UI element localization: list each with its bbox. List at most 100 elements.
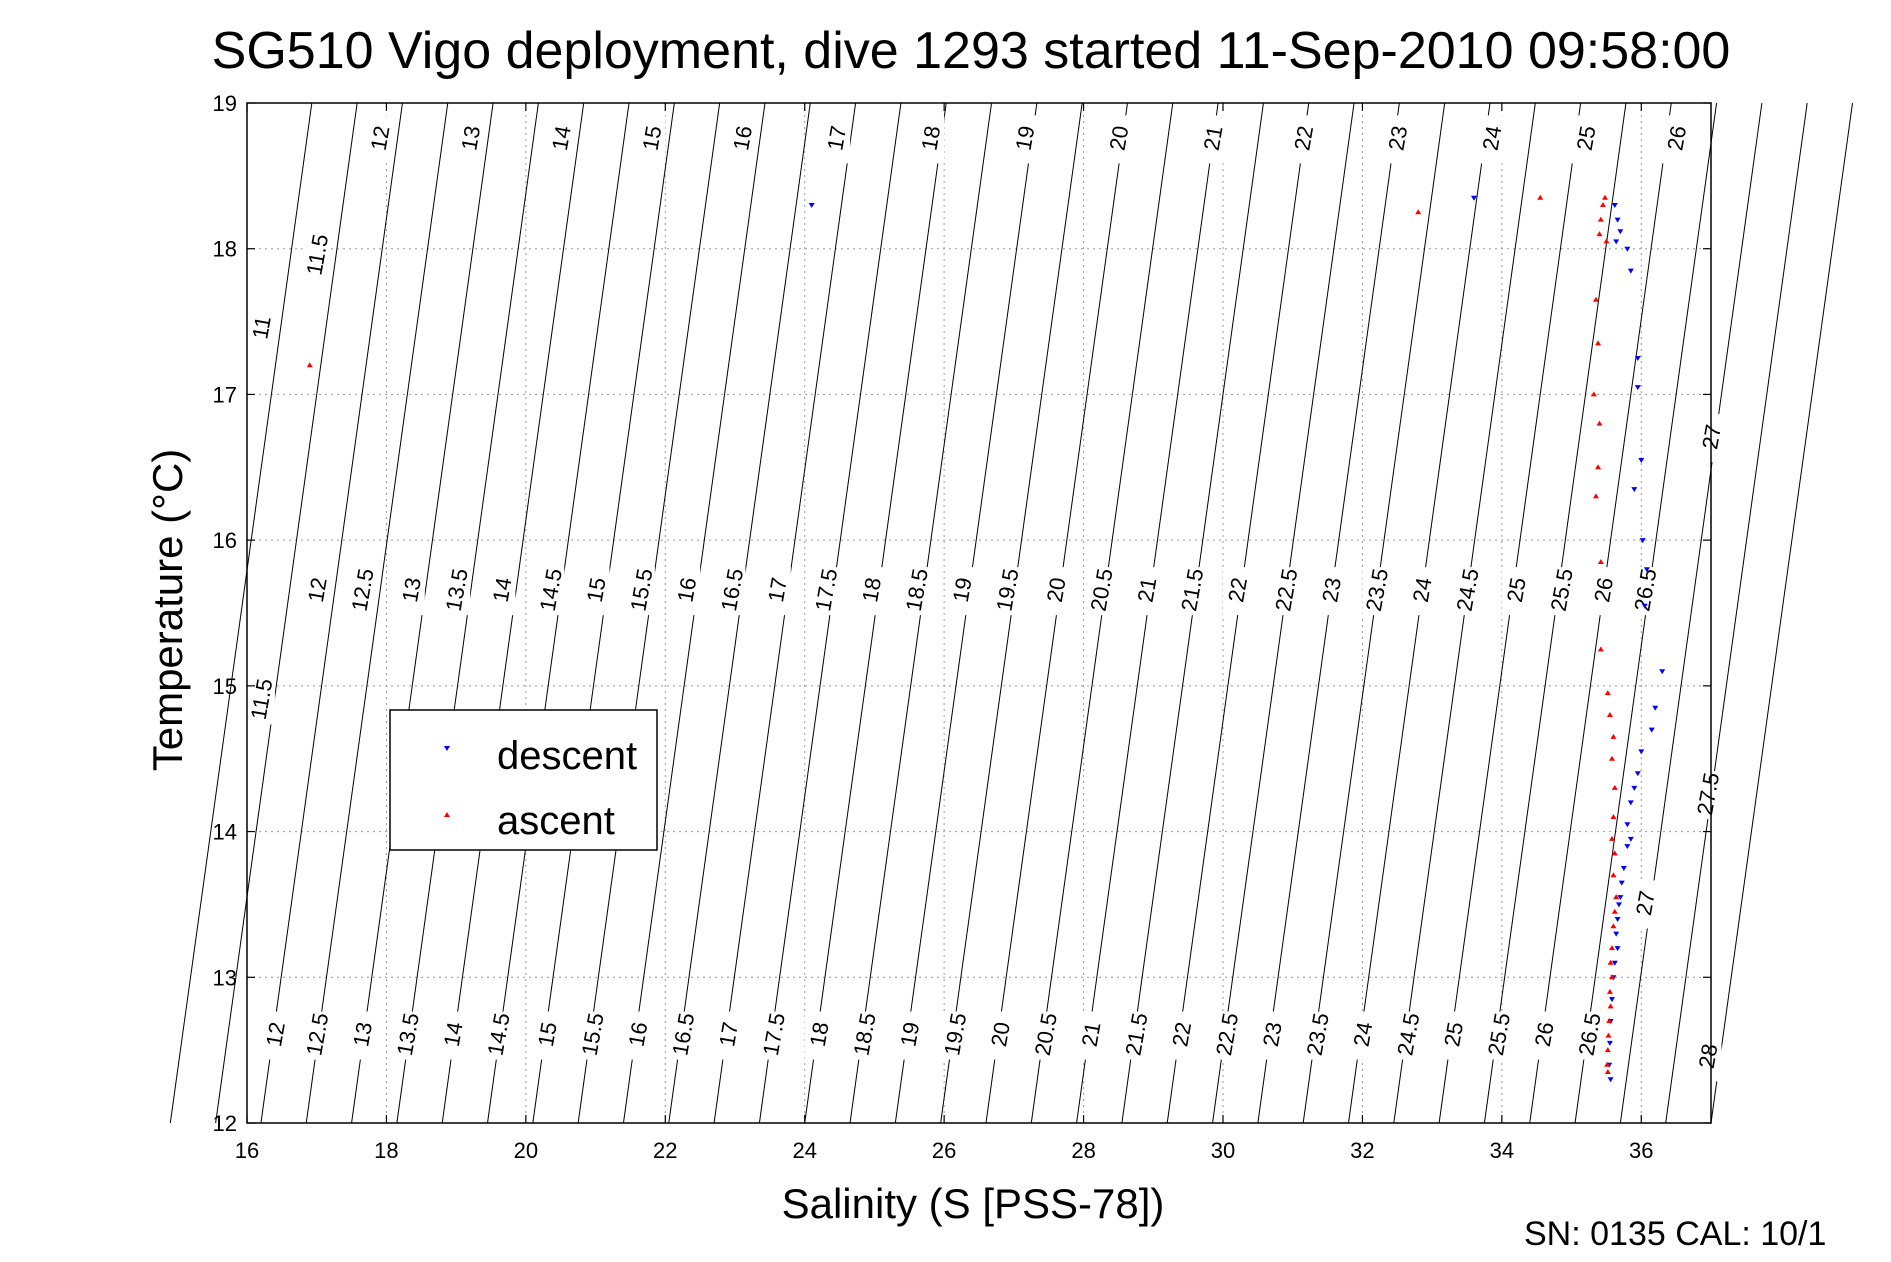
density-contour-label: 14 [547, 124, 576, 152]
y-axis-label: Temperature (°C) [144, 449, 191, 772]
contour-label-bg [811, 567, 840, 616]
point-descent [1606, 1040, 1613, 1046]
y-tick-label: 15 [213, 674, 237, 699]
contour-label-bg [1132, 567, 1161, 616]
contour-label-bg [895, 1011, 924, 1060]
point-ascent [1611, 850, 1618, 856]
contour-label-bg [1484, 1011, 1513, 1060]
contour-label-bg [487, 567, 516, 616]
point-ascent [1595, 464, 1602, 470]
contour-label-bg [1271, 567, 1300, 616]
density-contour-label: 20 [1105, 124, 1134, 152]
density-contour-label: 24 [1478, 124, 1507, 152]
contour-label-bg [302, 1011, 331, 1060]
contour-label-bg [396, 567, 425, 616]
density-contour-label: 15 [533, 1020, 562, 1048]
contour-label-bg [1348, 1011, 1377, 1060]
point-descent [1641, 603, 1648, 609]
contour-label-bg [1529, 1011, 1558, 1060]
point-ascent [1606, 988, 1613, 994]
density-contour [215, 102, 358, 1124]
density-contour-label: 19 [948, 576, 977, 604]
contour-label-bg [260, 1011, 289, 1060]
point-descent [1611, 203, 1618, 208]
y-tick-label: 17 [213, 382, 237, 407]
point-ascent [1597, 559, 1604, 564]
density-contour-label: 18 [857, 576, 886, 604]
contour-label-bg [1393, 1011, 1422, 1060]
point-descent [1648, 727, 1655, 733]
contour-label-bg [1383, 115, 1412, 164]
contour-label-bg [536, 567, 565, 616]
density-contour-label: 16 [624, 1020, 653, 1048]
legend-label-descent: descent [497, 734, 637, 778]
density-contour-label: 16 [672, 576, 701, 604]
density-contour-label: 22 [1167, 1020, 1196, 1048]
contour-label-bg [668, 1011, 697, 1060]
point-descent [1617, 895, 1624, 901]
density-contour-label: 28 [1694, 1042, 1723, 1070]
density-contour-label: 17 [763, 576, 792, 604]
contour-label-bg [456, 115, 485, 164]
contour-label-bg [1630, 880, 1659, 929]
density-contour-label: 22 [1289, 124, 1318, 152]
density-contour-label: 19 [1010, 124, 1039, 152]
x-tick-label: 28 [1071, 1138, 1095, 1163]
point-descent [1631, 487, 1638, 493]
point-ascent [1537, 194, 1544, 200]
point-ascent [1595, 340, 1602, 346]
contour-label-bg [1257, 1011, 1286, 1060]
point-ascent [1605, 1032, 1612, 1038]
density-contour-label: 13 [456, 124, 485, 152]
point-ascent [1592, 296, 1599, 302]
point-ascent [1597, 216, 1604, 222]
plot-area [246, 102, 1712, 1124]
point-ascent [1609, 835, 1616, 841]
density-contour-label: 13 [397, 576, 426, 604]
density-contour [1710, 102, 1854, 1124]
contour-label-bg [626, 567, 655, 616]
density-contour-label: 27 [1631, 889, 1660, 917]
density-contour-label: 24 [1408, 576, 1437, 604]
density-contour-label: 21 [1132, 576, 1161, 604]
contour-label-bg [438, 1011, 467, 1060]
contour-label-bg [532, 1011, 561, 1060]
density-contour-label: 15 [638, 124, 667, 152]
y-tick-label: 12 [213, 1111, 237, 1136]
point-descent [1627, 836, 1634, 842]
contour-label-bg [1547, 567, 1576, 616]
point-descent [1627, 268, 1634, 274]
density-contour-label: 11 [247, 314, 276, 341]
density-contour-label: 26 [1530, 1020, 1559, 1048]
point-ascent [1606, 1018, 1613, 1023]
x-tick-label: 30 [1211, 1138, 1235, 1163]
point-descent [1614, 946, 1621, 952]
contour-label-bg [348, 1011, 377, 1060]
legend-box [389, 709, 658, 851]
point-ascent [1604, 1047, 1611, 1053]
point-descent [1634, 385, 1641, 391]
density-contour-label: 21 [1199, 124, 1228, 152]
density-contour-label: 16 [728, 124, 757, 152]
point-descent [1615, 902, 1622, 908]
density-contour-label: 14 [439, 1020, 468, 1048]
point-ascent [1606, 712, 1613, 717]
data-points [306, 194, 1666, 1083]
density-contour-label: 19 [895, 1020, 924, 1048]
point-descent [1634, 771, 1641, 777]
density-contour-label: 26 [1589, 576, 1618, 604]
contour-label-bg [940, 1011, 969, 1060]
point-descent [1624, 844, 1631, 850]
y-tick-label: 14 [213, 820, 237, 845]
density-contour-label: 25 [1439, 1020, 1468, 1048]
contour-label-bg [1177, 567, 1206, 616]
point-descent [1643, 567, 1650, 573]
density-contours [169, 102, 1854, 1124]
contour-label-bg [762, 567, 791, 616]
point-descent [1613, 931, 1620, 937]
point-ascent [1610, 733, 1617, 739]
contour-label-bg [856, 567, 885, 616]
legend-label-ascent: ascent [497, 799, 615, 843]
